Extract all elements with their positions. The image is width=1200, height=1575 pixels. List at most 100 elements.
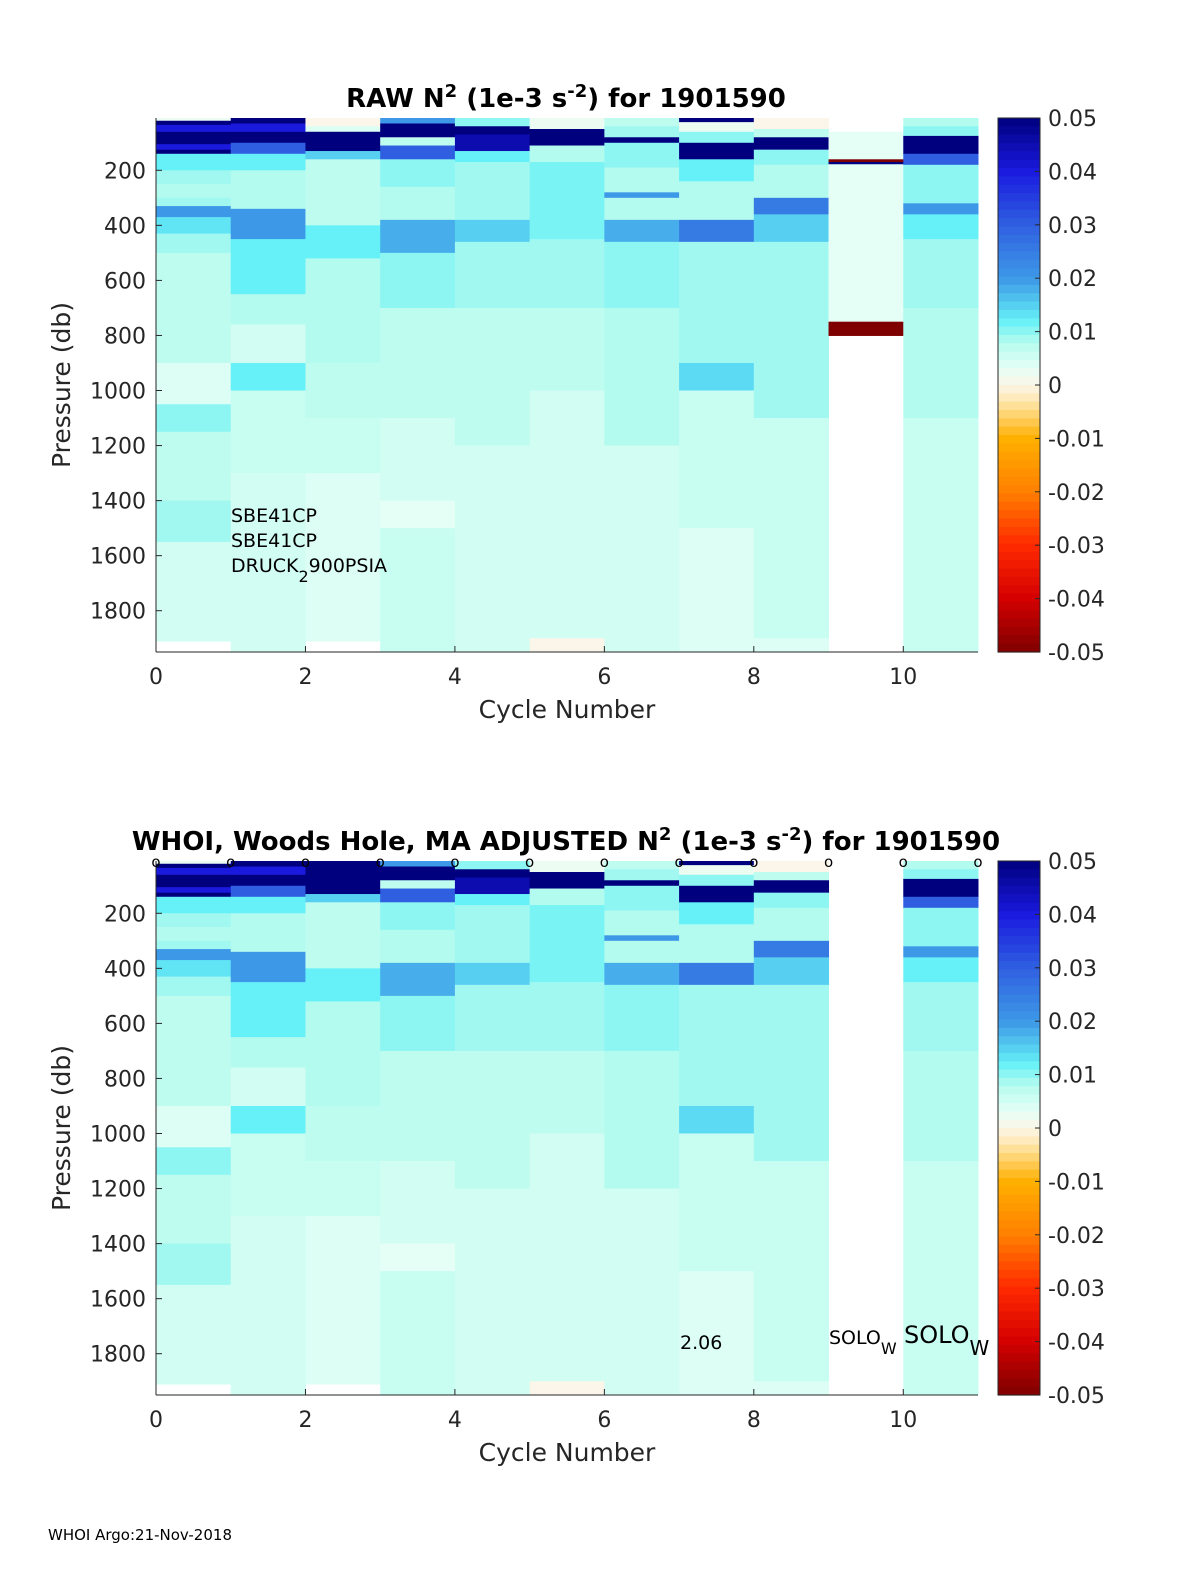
y-tick-label: 1800 — [90, 1343, 146, 1368]
colorbar-swatch — [998, 1219, 1040, 1229]
colorbar-swatch — [998, 126, 1040, 136]
heatmap-cell — [230, 951, 306, 983]
heatmap-cell — [230, 239, 306, 295]
heatmap-cell — [156, 863, 232, 869]
adjusted-cells — [156, 861, 979, 1396]
colorbar-swatch — [998, 201, 1040, 211]
colorbar-swatch — [998, 969, 1040, 979]
y-tick-label: 800 — [104, 324, 146, 349]
colorbar-swatch — [998, 451, 1040, 461]
heatmap-cell — [156, 1243, 232, 1286]
colorbar-swatch — [998, 359, 1040, 369]
heatmap-cell — [380, 137, 456, 147]
y-axis-label: Pressure (db) — [47, 1045, 76, 1211]
heatmap-cell — [230, 913, 306, 953]
heatmap-cell — [828, 159, 904, 163]
colorbar-swatch — [998, 1311, 1040, 1321]
colorbar-swatch — [998, 1153, 1040, 1162]
colorbar-swatch — [998, 526, 1040, 536]
colorbar-tick-label: 0 — [1048, 1117, 1062, 1142]
y-tick-label: 600 — [104, 269, 146, 294]
colorbar-swatch — [998, 418, 1040, 428]
colorbar-swatch — [998, 118, 1040, 127]
colorbar-swatch — [998, 1061, 1040, 1071]
colorbar-swatch — [998, 994, 1040, 1004]
heatmap-cell — [679, 528, 755, 653]
heatmap-cell — [604, 1050, 680, 1190]
colorbar-swatch — [998, 184, 1040, 194]
heatmap-cell — [454, 984, 531, 1052]
heatmap-cell — [903, 869, 979, 880]
y-tick-label: 200 — [104, 159, 146, 184]
colorbar-swatch — [998, 243, 1040, 253]
heatmap-cell — [454, 861, 531, 870]
heatmap-cell — [604, 984, 680, 1052]
heatmap-cell — [380, 307, 456, 419]
heatmap-cell — [454, 1188, 531, 1396]
colorbar-swatch — [998, 1128, 1040, 1137]
heatmap-cell — [903, 957, 979, 983]
heatmap-cell — [529, 638, 605, 653]
y-tick-label: 800 — [104, 1067, 146, 1092]
heatmap-cell — [679, 962, 755, 986]
y-tick-label: 400 — [104, 957, 146, 982]
heatmap-cell — [156, 949, 232, 961]
heatmap-cell — [230, 294, 306, 325]
heatmap-cell — [679, 902, 755, 925]
heatmap-cell — [380, 962, 456, 997]
heatmap-cell — [230, 885, 306, 898]
colorbar-swatch — [998, 560, 1040, 570]
colorbar-swatch — [998, 334, 1040, 344]
colorbar-swatch — [998, 1369, 1040, 1379]
heatmap-cell — [454, 118, 531, 127]
colorbar-swatch — [998, 326, 1040, 336]
colorbar-swatch — [998, 1178, 1040, 1188]
colorbar-swatch — [998, 251, 1040, 261]
heatmap-cell — [454, 162, 531, 221]
colorbar-tick-label: -0.03 — [1048, 1277, 1105, 1302]
colorbar-swatch — [998, 610, 1040, 620]
heatmap-cell — [156, 217, 232, 235]
heatmap-cell — [380, 159, 456, 188]
heatmap-cell — [156, 197, 232, 207]
heatmap-cell — [230, 866, 306, 876]
heatmap-cell — [903, 118, 979, 127]
colorbar-swatch — [998, 343, 1040, 353]
x-tick-label: 0 — [149, 665, 163, 690]
heatmap-cell — [156, 887, 232, 894]
colorbar-tick-label: -0.02 — [1048, 481, 1105, 506]
heatmap-cell — [230, 473, 306, 653]
heatmap-cell — [604, 126, 680, 138]
heatmap-cell — [156, 170, 232, 185]
heatmap-cell — [305, 902, 381, 969]
raw-chart: 200 400 600 800 1000 1200 1400 1600 1800 0 2 4 6 8 10 C… — [47, 81, 1105, 725]
colorbar-swatch — [998, 618, 1040, 628]
heatmap-cell — [156, 867, 232, 876]
colorbar-tick-label: -0.04 — [1048, 1331, 1105, 1356]
colorbar-swatch — [998, 1286, 1040, 1296]
colorbar-swatch — [998, 902, 1040, 912]
heatmap-cell — [604, 861, 680, 870]
y-tick-label: 200 — [104, 902, 146, 927]
chart-title: RAW N2 (1e-3 s-2) for 1901590 — [346, 81, 786, 115]
colorbar-swatch — [998, 977, 1040, 987]
heatmap-cell — [230, 861, 306, 868]
heatmap-cell — [679, 181, 755, 221]
profile-marker: o — [899, 853, 908, 871]
colorbar-swatch — [998, 1244, 1040, 1254]
heatmap-cell — [604, 935, 680, 942]
colorbar-swatch — [998, 1044, 1040, 1054]
colorbar-swatch — [998, 593, 1040, 603]
heatmap-cell — [380, 902, 456, 931]
colorbar-swatch — [998, 1328, 1040, 1338]
heatmap-cell — [305, 1161, 381, 1217]
adjusted-colorbar: 0.05 0.04 0.03 0.02 0.01 0 -0.01 -0.02 -0.03 -0.0… — [997, 850, 1105, 1409]
colorbar-swatch — [998, 1069, 1040, 1079]
raw-colorbar: 0.05 0.04 0.03 0.02 0.01 0 -0.01 -0.02 -0.03 -0.0… — [997, 107, 1105, 666]
heatmap-cell — [454, 126, 531, 136]
colorbar-swatch — [998, 1094, 1040, 1104]
profile-marker: o — [600, 853, 609, 871]
heatmap-cell — [679, 219, 755, 243]
heatmap-cell — [903, 214, 979, 240]
